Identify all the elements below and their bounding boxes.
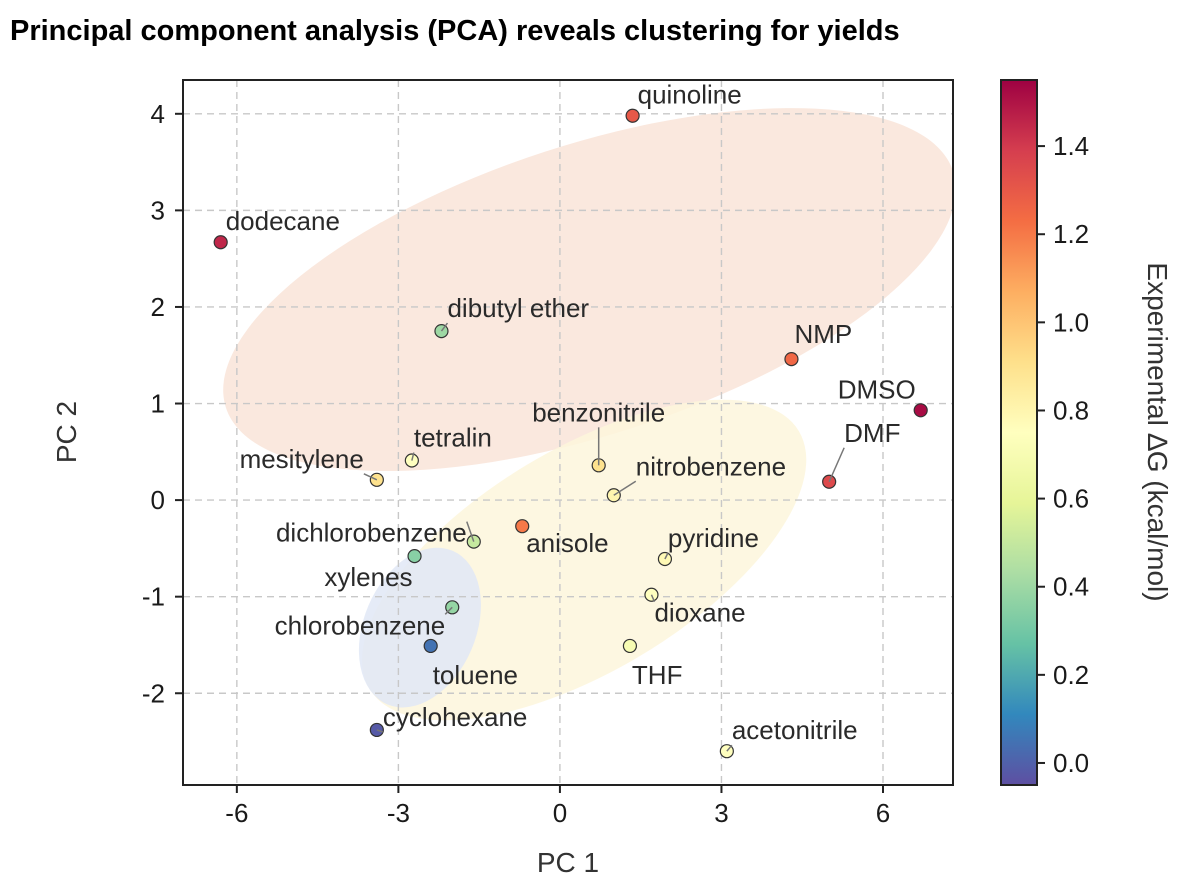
y-tick-label: 4 bbox=[151, 99, 165, 129]
y-tick-label: 1 bbox=[151, 389, 165, 419]
label-quinoline: quinoline bbox=[638, 80, 742, 110]
colorbar-tick-label: 1.4 bbox=[1053, 131, 1089, 161]
label-nitrobenzene: nitrobenzene bbox=[636, 451, 786, 481]
point-labels: quinoline dodecane dibutyl ether NMP DMSO ben… bbox=[226, 80, 916, 752]
cluster-ellipse-1 bbox=[223, 108, 953, 472]
leader-line bbox=[726, 744, 733, 752]
cluster-ellipses bbox=[223, 108, 953, 721]
label-dibutyl-ether: dibutyl ether bbox=[447, 293, 589, 323]
point-NMP bbox=[784, 352, 799, 367]
label-dichlorobenzene: dichlorobenzene bbox=[276, 518, 467, 548]
colorbar bbox=[1000, 79, 1038, 786]
colorbar-tick-label: 0.6 bbox=[1053, 484, 1089, 514]
x-tick-label: 3 bbox=[714, 798, 728, 828]
colorbar-tick-label: 0.8 bbox=[1053, 395, 1089, 425]
leader-line bbox=[650, 594, 656, 603]
x-axis-label: PC 1 bbox=[537, 847, 599, 878]
label-dodecane: dodecane bbox=[226, 206, 340, 236]
chart-title: Principal component analysis (PCA) revea… bbox=[10, 15, 900, 47]
label-anisole: anisole bbox=[526, 528, 608, 558]
gridlines bbox=[183, 80, 953, 785]
y-tick-label: 0 bbox=[151, 485, 165, 515]
y-tick-label: 2 bbox=[151, 292, 165, 322]
label-toluene: toluene bbox=[433, 660, 518, 690]
cluster-ellipse-3 bbox=[358, 547, 481, 708]
y-axis-label: PC 2 bbox=[51, 401, 82, 463]
x-tick-label: -6 bbox=[225, 798, 248, 828]
label-acetonitrile: acetonitrile bbox=[732, 715, 858, 745]
point-toluene bbox=[423, 638, 438, 654]
colorbar-tick-label: 0.4 bbox=[1053, 572, 1089, 602]
point-quinoline bbox=[625, 108, 640, 123]
leader-line bbox=[363, 473, 378, 481]
point-THF bbox=[622, 638, 638, 654]
x-tick-label: 0 bbox=[553, 798, 567, 828]
label-cyclohexane: cyclohexane bbox=[383, 702, 528, 732]
y-tick-label: -1 bbox=[142, 582, 165, 612]
colorbar-tick-label: 0.2 bbox=[1053, 660, 1089, 690]
leader-line bbox=[466, 521, 475, 542]
y-tick-label: -2 bbox=[142, 678, 165, 708]
data-points bbox=[213, 108, 928, 759]
y-tick-label: 3 bbox=[151, 195, 165, 225]
x-ticks: -6 -3 0 3 6 bbox=[225, 785, 890, 828]
label-pyridine: pyridine bbox=[668, 523, 759, 553]
colorbar-label: Experimental ∆G (kcal/mol) bbox=[1142, 262, 1173, 601]
x-tick-label: 6 bbox=[876, 798, 890, 828]
point-dodecane bbox=[213, 235, 228, 250]
leader-line bbox=[664, 552, 669, 560]
colorbar-tick-label: 1.0 bbox=[1053, 307, 1089, 337]
leader-line bbox=[376, 729, 384, 733]
leader-line bbox=[411, 452, 415, 461]
colorbar-tick-label: 1.2 bbox=[1053, 219, 1089, 249]
label-mesitylene: mesitylene bbox=[240, 444, 364, 474]
label-benzonitrile: benzonitrile bbox=[532, 397, 665, 427]
label-NMP: NMP bbox=[794, 319, 852, 349]
y-ticks: -2 -1 0 1 2 3 4 bbox=[142, 99, 183, 708]
plot-frame bbox=[182, 79, 954, 786]
label-tetralin: tetralin bbox=[414, 423, 492, 453]
point-DMSO bbox=[913, 403, 928, 418]
leader-line bbox=[444, 606, 453, 615]
label-THF: THF bbox=[632, 660, 683, 690]
label-dioxane: dioxane bbox=[654, 598, 745, 628]
label-DMF: DMF bbox=[844, 418, 900, 448]
x-tick-label: -3 bbox=[387, 798, 410, 828]
label-chlorobenzene: chlorobenzene bbox=[275, 610, 446, 640]
leader-line bbox=[828, 447, 845, 483]
leader-line bbox=[440, 322, 449, 332]
label-xylenes: xylenes bbox=[324, 562, 412, 592]
point-anisole bbox=[515, 519, 530, 534]
label-DMSO: DMSO bbox=[838, 374, 916, 404]
point-xylenes bbox=[407, 549, 422, 564]
leader-line bbox=[613, 480, 637, 496]
colorbar-tick-label: 0.0 bbox=[1053, 748, 1089, 778]
colorbar-ticks: 0.0 0.2 0.4 0.6 0.8 1.0 1.2 1.4 bbox=[1037, 131, 1089, 778]
